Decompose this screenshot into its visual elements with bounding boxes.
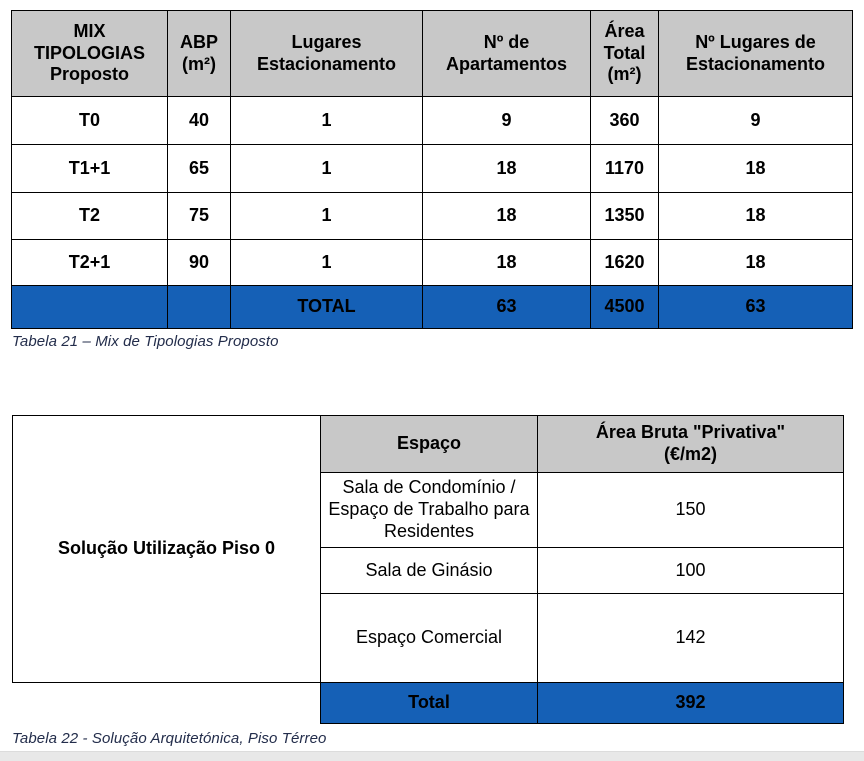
table1-cell-n-lugares: 9 [658, 96, 853, 145]
mix-tipologias-table: MIX TIPOLOGIAS Proposto ABP (m²) Lugares… [11, 10, 853, 329]
table1-cell-tipologia: T2 [11, 192, 168, 240]
table1-total-n-lugares: 63 [658, 285, 853, 329]
table2-cell-espaco: Sala de Condomínio / Espaço de Trabalho … [320, 472, 538, 548]
table1-cell-apartamentos: 18 [422, 144, 591, 193]
table1-cell-apartamentos: 18 [422, 239, 591, 286]
table1-cell-abp: 40 [167, 96, 231, 145]
table1-cell-lugares: 1 [230, 192, 423, 240]
table1-cell-apartamentos: 9 [422, 96, 591, 145]
table2-header-espaco: Espaço [320, 415, 538, 473]
table1-header-lugares: Lugares Estacionamento [230, 10, 423, 97]
table1-cell-area: 360 [590, 96, 659, 145]
table2-total-row: Total 392 [13, 682, 844, 724]
table-row: Sala de Ginásio 100 [13, 547, 844, 594]
table1-header-area-total: Área Total (m²) [590, 10, 659, 97]
table2-total-value: 392 [537, 682, 844, 724]
table1-total-empty [11, 285, 168, 329]
table1-cell-abp: 65 [167, 144, 231, 193]
table1-cell-n-lugares: 18 [658, 239, 853, 286]
table1-cell-tipologia: T1+1 [11, 144, 168, 193]
table-row: Espaço Comercial 142 [13, 593, 844, 683]
table1-cell-tipologia: T0 [11, 96, 168, 145]
table1-caption: Tabela 21 – Mix de Tipologias Proposto [12, 333, 279, 350]
table1-total-row: TOTAL 63 4500 63 [11, 285, 853, 329]
table1-cell-area: 1350 [590, 192, 659, 240]
table2-cell-valor: 100 [537, 547, 844, 594]
table2-header-area-bruta: Área Bruta "Privativa" (€/m2) [537, 415, 844, 473]
table2-cell-espaco: Sala de Ginásio [320, 547, 538, 594]
table1-total-area: 4500 [590, 285, 659, 329]
table1-header-mix-tipologias: MIX TIPOLOGIAS Proposto [11, 10, 168, 97]
table-row: T0 40 1 9 360 9 [11, 96, 853, 145]
table1-cell-abp: 90 [167, 239, 231, 286]
solucao-piso0-table: Solução Utilização Piso 0 Espaço Área Br… [12, 415, 844, 724]
table1-cell-lugares: 1 [230, 239, 423, 286]
table2-cell-valor: 150 [537, 472, 844, 548]
table-row: T2+1 90 1 18 1620 18 [11, 239, 853, 286]
table1-cell-lugares: 1 [230, 96, 423, 145]
table1-header-abp: ABP (m²) [167, 10, 231, 97]
table-row: Sala de Condomínio / Espaço de Trabalho … [13, 472, 844, 548]
table1-cell-n-lugares: 18 [658, 192, 853, 240]
table1-cell-area: 1170 [590, 144, 659, 193]
table-row: T1+1 65 1 18 1170 18 [11, 144, 853, 193]
table-row: T2 75 1 18 1350 18 [11, 192, 853, 240]
table2-header-row: Solução Utilização Piso 0 Espaço Área Br… [12, 415, 844, 683]
table2-row-header: Solução Utilização Piso 0 [12, 415, 321, 683]
table1-total-apartamentos: 63 [422, 285, 591, 329]
table2-total-spacer [13, 683, 321, 724]
table1-total-empty [167, 285, 231, 329]
table1-header-apartamentos: Nº de Apartamentos [422, 10, 591, 97]
table1-cell-n-lugares: 18 [658, 144, 853, 193]
table2-caption: Tabela 22 - Solução Arquitetónica, Piso … [12, 730, 327, 747]
table1-cell-tipologia: T2+1 [11, 239, 168, 286]
table1-header-row: MIX TIPOLOGIAS Proposto ABP (m²) Lugares… [11, 10, 853, 97]
table1-total-label: TOTAL [230, 285, 423, 329]
table2-cell-valor: 142 [537, 593, 844, 683]
window-bottom-edge [0, 751, 864, 761]
table1-cell-abp: 75 [167, 192, 231, 240]
table2-cell-espaco: Espaço Comercial [320, 593, 538, 683]
table1-header-n-lugares: Nº Lugares de Estacionamento [658, 10, 853, 97]
table1-cell-lugares: 1 [230, 144, 423, 193]
table2-total-label: Total [320, 682, 538, 724]
table1-cell-area: 1620 [590, 239, 659, 286]
table1-cell-apartamentos: 18 [422, 192, 591, 240]
